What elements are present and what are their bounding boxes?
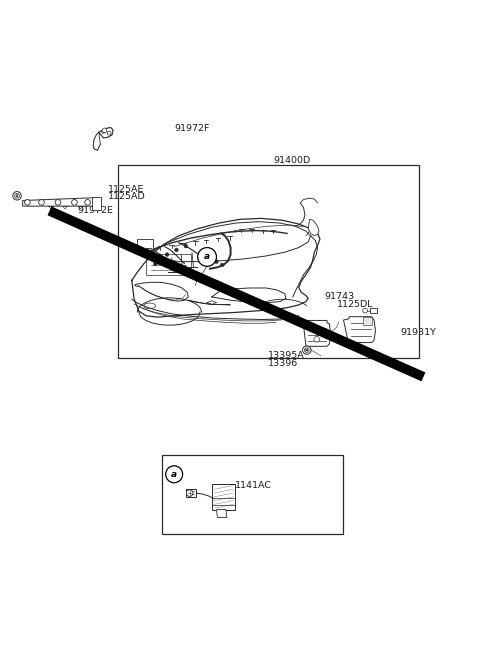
Text: 1125DL: 1125DL: [336, 301, 373, 309]
Circle shape: [302, 346, 311, 354]
Circle shape: [198, 248, 216, 267]
Polygon shape: [308, 219, 319, 236]
Bar: [162, 455, 344, 534]
Polygon shape: [23, 198, 99, 206]
Circle shape: [24, 200, 30, 205]
Circle shape: [158, 257, 162, 261]
Text: 1125AD: 1125AD: [108, 192, 146, 201]
Circle shape: [165, 253, 169, 257]
Bar: [118, 165, 419, 358]
Circle shape: [220, 263, 224, 267]
Circle shape: [55, 200, 61, 205]
Circle shape: [363, 309, 368, 313]
Bar: [186, 489, 196, 497]
Text: 91972F: 91972F: [174, 124, 209, 134]
Text: 91972E: 91972E: [78, 206, 114, 215]
Circle shape: [72, 200, 77, 205]
Circle shape: [15, 193, 19, 198]
Polygon shape: [216, 510, 227, 517]
Polygon shape: [93, 132, 100, 150]
Circle shape: [102, 130, 106, 133]
Circle shape: [175, 248, 179, 252]
Circle shape: [186, 490, 193, 496]
Circle shape: [210, 257, 214, 261]
Circle shape: [13, 191, 21, 200]
Text: 1125AE: 1125AE: [108, 185, 144, 194]
Bar: [92, 196, 101, 210]
Text: a: a: [171, 470, 177, 479]
Bar: [136, 239, 153, 251]
Text: 91743: 91743: [324, 292, 355, 301]
Text: a: a: [204, 252, 210, 261]
Text: 91931Y: 91931Y: [400, 328, 436, 337]
Text: 13396: 13396: [268, 359, 299, 367]
Bar: [212, 483, 235, 510]
Polygon shape: [363, 316, 372, 325]
Circle shape: [304, 348, 309, 352]
Circle shape: [85, 200, 90, 205]
Polygon shape: [344, 316, 375, 343]
Circle shape: [154, 262, 157, 266]
Circle shape: [39, 200, 44, 205]
Circle shape: [314, 337, 320, 342]
Circle shape: [108, 132, 111, 135]
Text: 91400D: 91400D: [273, 157, 310, 166]
Circle shape: [314, 327, 320, 333]
Polygon shape: [99, 128, 113, 138]
Bar: [370, 308, 377, 313]
Bar: [146, 253, 191, 275]
Circle shape: [166, 466, 182, 483]
Circle shape: [102, 128, 107, 133]
Text: 13395A: 13395A: [268, 351, 305, 360]
Polygon shape: [303, 320, 331, 346]
Circle shape: [184, 244, 188, 248]
Text: 1141AC: 1141AC: [235, 481, 272, 489]
Circle shape: [215, 260, 218, 263]
